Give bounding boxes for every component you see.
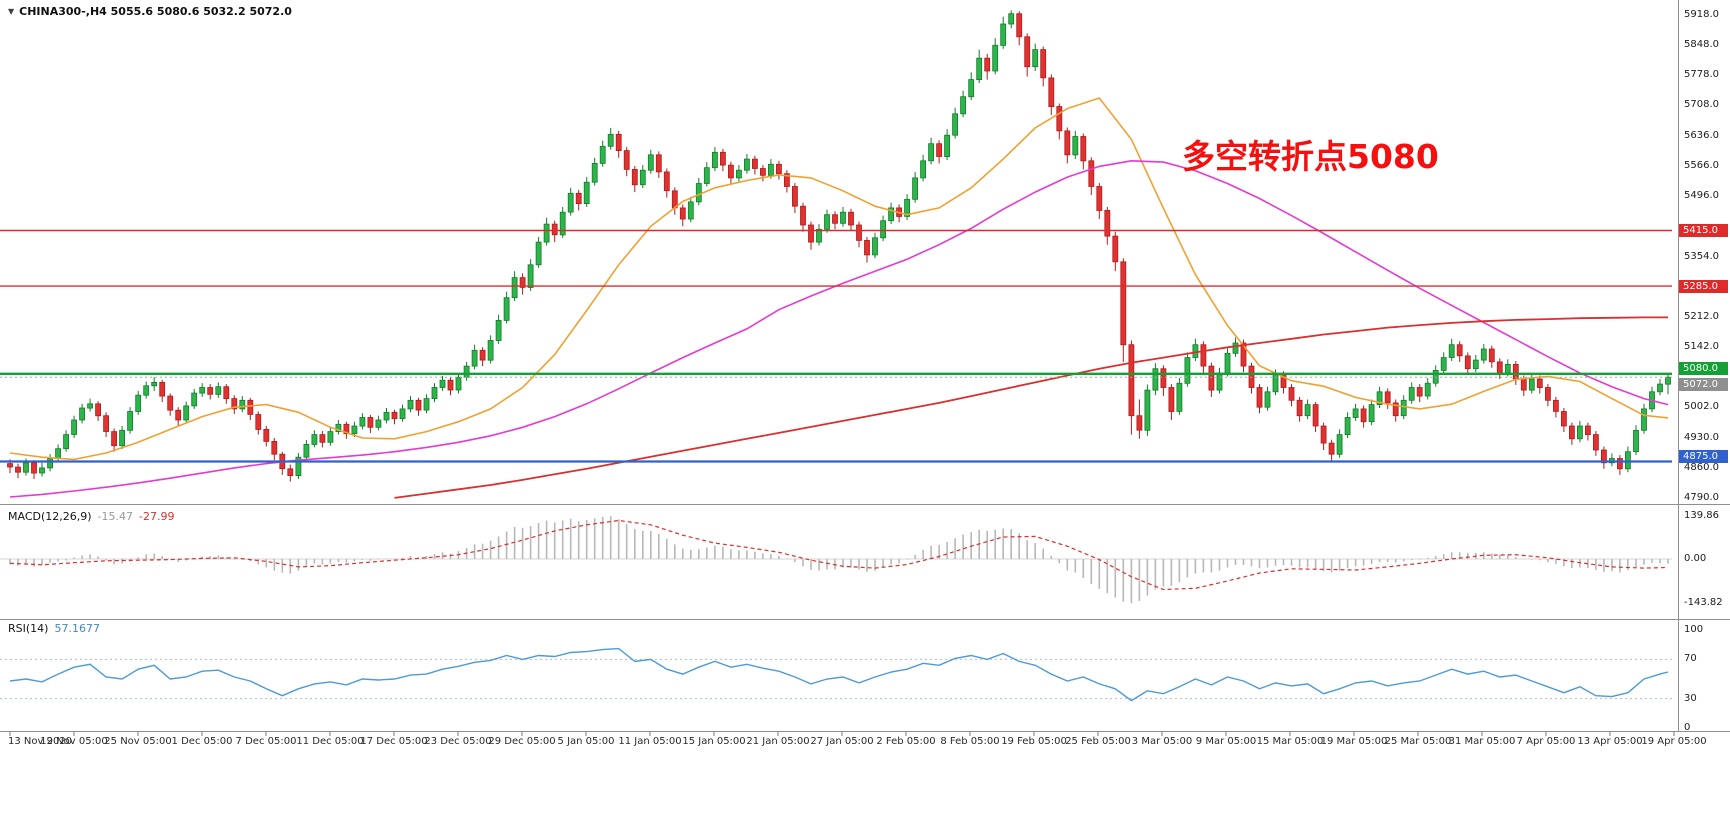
macd-tick-label: 139.86 <box>1684 510 1719 522</box>
price-tick-label: 5002.0 <box>1684 401 1719 413</box>
time-axis-label: 31 Mar 05:00 <box>1448 736 1516 747</box>
time-axis-label: 7 Apr 05:00 <box>1516 736 1576 747</box>
rsi-tick-label: 70 <box>1684 653 1697 665</box>
symbol-quote-text: CHINA300-,H4 5055.6 5080.6 5032.2 5072.0 <box>19 5 292 18</box>
time-axis-label: 25 Mar 05:00 <box>1384 736 1452 747</box>
price-level-badge: 4875.0 <box>1679 450 1728 463</box>
time-axis-label: 21 Jan 05:00 <box>746 736 810 747</box>
macd-label: MACD(12,26,9) -15.47 -27.99 <box>8 510 180 523</box>
macd-name: MACD(12,26,9) <box>8 510 92 523</box>
time-axis-label: 25 Nov 05:00 <box>104 736 172 747</box>
price-tick-label: 5354.0 <box>1684 250 1719 262</box>
price-tick-label: 5918.0 <box>1684 9 1719 21</box>
macd-value-signal: -27.99 <box>139 510 175 523</box>
macd-histogram <box>9 516 1669 603</box>
pane-dividers <box>0 0 1730 732</box>
time-axis-label: 8 Feb 05:00 <box>940 736 1000 747</box>
price-level-badge: 5285.0 <box>1679 279 1728 293</box>
time-axis-label: 17 Dec 05:00 <box>360 736 428 747</box>
price-tick-label: 5708.0 <box>1684 99 1719 111</box>
time-axis-label: 11 Dec 05:00 <box>296 736 364 747</box>
time-axis-label: 7 Dec 05:00 <box>235 736 297 747</box>
time-axis-label: 9 Mar 05:00 <box>1195 736 1257 747</box>
candlesticks <box>7 10 1671 482</box>
time-axis-label: 27 Jan 05:00 <box>810 736 874 747</box>
macd-tick-label: -143.82 <box>1684 596 1723 608</box>
time-axis-label: 25 Feb 05:00 <box>1065 736 1131 747</box>
time-axis-label: 11 Jan 05:00 <box>618 736 682 747</box>
time-axis-label: 15 Jan 05:00 <box>682 736 746 747</box>
price-level-badge: 5415.0 <box>1679 224 1728 237</box>
time-axis-label: 19 Feb 05:00 <box>1001 736 1067 747</box>
rsi-tick-label: 0 <box>1684 722 1691 733</box>
rsi-level-lines <box>0 658 1672 700</box>
price-tick-label: 5636.0 <box>1684 130 1719 141</box>
rsi-pane[interactable] <box>0 620 1678 731</box>
rsi-tick-label: 30 <box>1684 692 1697 704</box>
price-tick-label: 5142.0 <box>1684 341 1719 353</box>
time-axis-label: 19 Apr 05:00 <box>1641 736 1707 747</box>
quote-bar: ▼ CHINA300-,H4 5055.6 5080.6 5032.2 5072… <box>8 5 292 18</box>
main-chart-pane[interactable] <box>0 0 1678 503</box>
price-tick-label: 4790.0 <box>1684 491 1719 503</box>
time-axis-label: 15 Mar 05:00 <box>1256 736 1324 747</box>
time-axis-label: 19 Mar 05:00 <box>1320 736 1388 747</box>
macd-value-main: -15.47 <box>97 510 134 523</box>
time-axis-label: 19 Nov 05:00 <box>40 736 108 747</box>
time-axis-label: 1 Dec 05:00 <box>171 736 233 747</box>
symbol-dropdown-icon[interactable]: ▼ <box>8 7 15 16</box>
rsi-label: RSI(14) 57.1677 <box>8 622 106 635</box>
ma-slow-line <box>394 316 1668 499</box>
time-axis-label: 13 Nov 2020 <box>8 736 73 747</box>
rsi-tick-label: 100 <box>1684 624 1704 635</box>
time-axis-label: 2 Feb 05:00 <box>876 736 936 747</box>
price-tick-label: 5496.0 <box>1684 189 1719 201</box>
rsi-name: RSI(14) <box>8 622 49 635</box>
price-level-badge: 5080.0 <box>1679 362 1728 376</box>
horizontal-level-lines[interactable] <box>0 229 1672 463</box>
annotation-text: 多空转折点5080 <box>1182 137 1439 176</box>
macd-tick-label: 0.00 <box>1684 553 1707 564</box>
price-tick-label: 5212.0 <box>1684 311 1719 323</box>
rsi-line <box>9 647 1669 702</box>
time-axis-label: 13 Apr 05:00 <box>1577 736 1643 747</box>
rsi-value: 57.1677 <box>54 622 100 635</box>
macd-pane[interactable] <box>0 505 1678 618</box>
price-tick-label: 5566.0 <box>1684 160 1719 171</box>
time-axis-ticks <box>9 731 1675 736</box>
time-axis-label: 3 Mar 05:00 <box>1131 736 1193 747</box>
current-price-badge: 5072.0 <box>1679 377 1728 391</box>
time-axis-label: 23 Dec 05:00 <box>424 736 492 747</box>
price-tick-label: 5848.0 <box>1684 39 1719 51</box>
price-tick-label: 5778.0 <box>1684 69 1719 81</box>
macd-signal-line <box>9 519 1669 591</box>
time-axis-label: 29 Dec 05:00 <box>488 736 556 747</box>
time-axis-label: 5 Jan 05:00 <box>557 736 615 747</box>
price-tick-label: 4860.0 <box>1684 461 1719 473</box>
ma-fast-line <box>9 97 1669 461</box>
price-tick-label: 4930.0 <box>1684 432 1719 443</box>
